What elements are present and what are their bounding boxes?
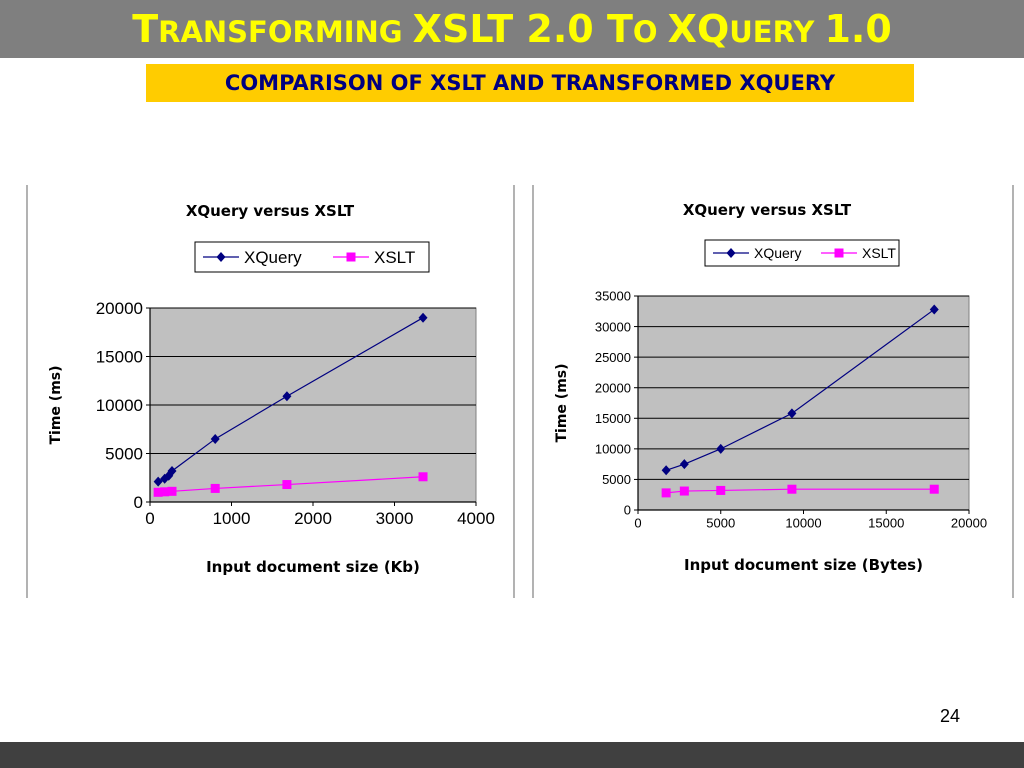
page-number: 24 bbox=[939, 706, 961, 726]
x-tick-label: 15000 bbox=[868, 516, 904, 531]
data-point-xslt bbox=[716, 485, 726, 495]
x-axis-label: Input document size (Bytes) bbox=[684, 556, 923, 574]
data-point-xslt bbox=[661, 488, 671, 498]
slide-title: TRANSFORMING XSLT 2.0 TO XQUERY 1.0 bbox=[0, 4, 1024, 57]
data-point-xquery bbox=[787, 408, 797, 419]
data-point-xquery bbox=[282, 391, 292, 402]
data-point-xslt bbox=[153, 487, 163, 497]
legend-label-xquery: XQuery bbox=[244, 248, 302, 267]
y-tick-label: 35000 bbox=[595, 289, 631, 304]
x-tick-label: 2000 bbox=[294, 509, 332, 528]
data-point-xquery bbox=[210, 433, 220, 444]
x-axis-label: Input document size (Kb) bbox=[206, 558, 420, 576]
data-point-xslt bbox=[787, 484, 797, 494]
y-axis-label: Time (ms) bbox=[48, 365, 64, 444]
title-part: 1.0 bbox=[824, 7, 892, 51]
slide-subtitle: COMPARISON OF XSLT AND TRANSFORMED XQUER… bbox=[146, 64, 914, 102]
data-point-xslt bbox=[210, 483, 220, 493]
x-tick-label: 0 bbox=[634, 516, 641, 531]
x-tick-label: 10000 bbox=[785, 516, 821, 531]
data-point-xslt bbox=[418, 472, 428, 482]
x-tick-label: 3000 bbox=[376, 509, 414, 528]
data-point-xslt bbox=[929, 484, 939, 494]
x-tick-label: 5000 bbox=[706, 516, 735, 531]
data-point-xquery bbox=[153, 476, 163, 487]
y-tick-label: 0 bbox=[624, 503, 631, 518]
legend-marker-xquery bbox=[726, 248, 736, 258]
legend-label-xquery: XQuery bbox=[754, 245, 801, 261]
data-point-xslt bbox=[160, 487, 170, 497]
title-part: XQ bbox=[667, 7, 730, 51]
legend-marker-xquery bbox=[216, 252, 226, 262]
title-part: O bbox=[632, 15, 668, 49]
data-point-xquery bbox=[716, 443, 726, 454]
data-point-xquery bbox=[661, 465, 671, 476]
data-point-xquery bbox=[167, 465, 177, 476]
charts-svg: 0 5000 10000 15000 20000 0 1000 2000 3000 4000 XQu… bbox=[26, 185, 1014, 598]
x-tick-label: 0 bbox=[145, 509, 154, 528]
data-point-xslt bbox=[679, 486, 689, 496]
y-tick-label: 30000 bbox=[595, 319, 631, 334]
data-point-xslt bbox=[167, 486, 177, 496]
x-tick-label: 4000 bbox=[457, 509, 495, 528]
data-point-xquery bbox=[929, 304, 939, 315]
y-tick-label: 10000 bbox=[96, 396, 143, 415]
y-tick-label: 20000 bbox=[595, 380, 631, 395]
title-part: T bbox=[132, 7, 159, 51]
y-tick-label: 15000 bbox=[595, 411, 631, 426]
chart-title: XQuery versus XSLT bbox=[186, 202, 355, 220]
charts-area: 0 5000 10000 15000 20000 0 1000 2000 3000 4000 XQu… bbox=[0, 185, 1024, 600]
y-tick-label: 5000 bbox=[105, 445, 143, 464]
legend-marker-xslt bbox=[834, 248, 844, 258]
legend-marker-xslt bbox=[346, 252, 356, 262]
title-part: XSLT 2.0 T bbox=[412, 7, 633, 51]
y-tick-label: 25000 bbox=[595, 350, 631, 365]
y-tick-label: 15000 bbox=[96, 348, 143, 367]
legend-label-xslt: XSLT bbox=[374, 248, 415, 267]
y-tick-label: 0 bbox=[134, 493, 143, 512]
footer-bar bbox=[0, 742, 1024, 768]
y-tick-label: 10000 bbox=[595, 442, 631, 457]
data-point-xquery bbox=[418, 312, 428, 323]
chart-title: XQuery versus XSLT bbox=[683, 201, 852, 219]
y-axis-label: Time (ms) bbox=[554, 363, 570, 442]
data-point-xquery bbox=[679, 459, 689, 470]
data-point-xslt bbox=[282, 480, 292, 490]
legend-label-xslt: XSLT bbox=[862, 245, 896, 261]
x-tick-label: 20000 bbox=[951, 516, 987, 531]
title-bar bbox=[0, 0, 1024, 58]
y-tick-label: 20000 bbox=[96, 299, 143, 318]
plot-area bbox=[637, 295, 970, 511]
title-part: UERY bbox=[729, 15, 825, 49]
title-part: RANSFORMING bbox=[158, 15, 413, 49]
x-tick-label: 1000 bbox=[213, 509, 251, 528]
y-tick-label: 5000 bbox=[602, 472, 631, 487]
